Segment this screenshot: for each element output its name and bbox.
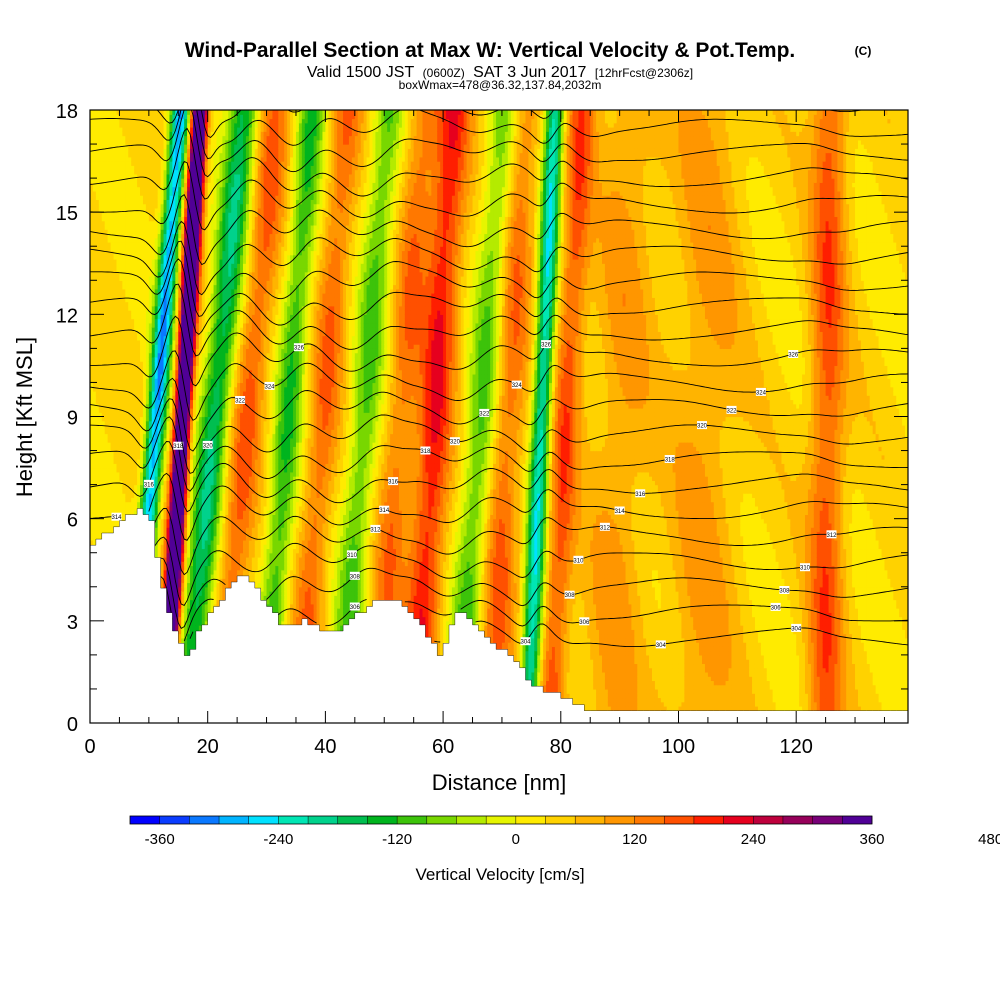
subtitle-forecast: [12hrFcst@2306z] <box>595 66 693 80</box>
chart-title: Wind-Parallel Section at Max W: Vertical… <box>185 39 796 62</box>
chart-title-copyright: (C) <box>855 44 872 58</box>
vertical-velocity-section-chart: Wind-Parallel Section at Max W: Vertical… <box>0 0 1000 1000</box>
chart-box-info: boxWmax=478@36.32,137.84,2032m <box>399 78 602 92</box>
